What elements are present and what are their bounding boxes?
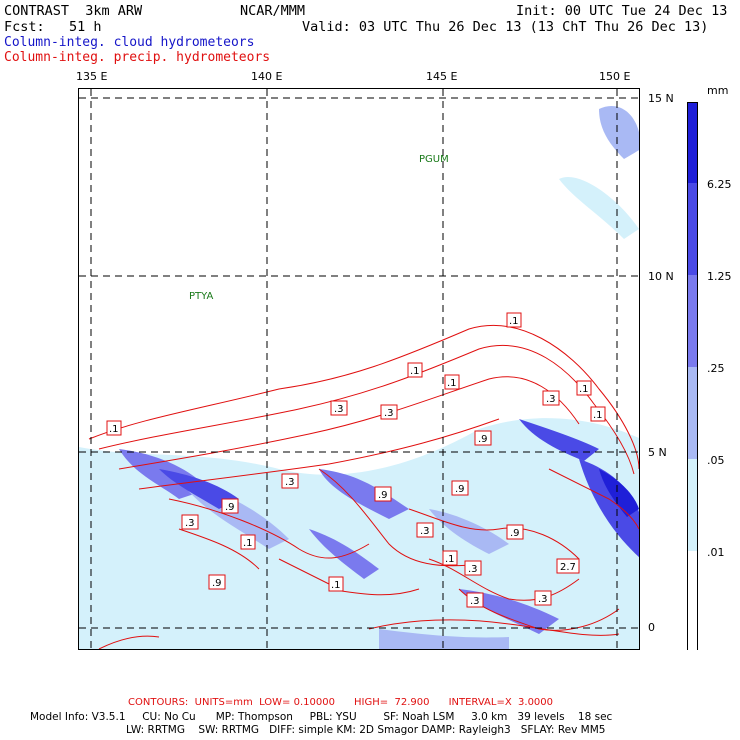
colorbar-label-6-25: 6.25 [707,178,732,191]
map-canvas: PGUM PTYA .1 .1 .1 .1 .1 .1 .3 .3 .3 .3 … [79,89,639,649]
contour-label: .3 [464,560,482,576]
contour-labels: .1 .1 .1 .1 .1 .1 .3 .3 .3 .3 .3 .9 .9 .… [106,312,606,608]
lat-label-0: 0 [648,621,655,634]
contour-label: .9 [221,498,239,514]
colorbar-unit: mm [707,84,729,97]
contour-label: .1 [444,374,460,390]
place-label-pgum: PGUM [419,154,449,165]
map-panel: PGUM PTYA .1 .1 .1 .1 .1 .1 .3 .3 .3 .3 … [78,88,640,650]
svg-text:.1: .1 [445,554,455,565]
lon-label-135: 135 E [76,70,108,83]
svg-text:.9: .9 [510,528,520,539]
svg-text:.3: .3 [285,477,295,488]
svg-text:.1: .1 [331,580,341,591]
colorbar-seg-3 [688,275,697,367]
contour-label: .1 [506,312,522,328]
place-label-ptya: PTYA [189,291,213,302]
svg-text:.3: .3 [384,408,394,419]
contour-label: .1 [590,406,606,422]
svg-text:.9: .9 [478,434,488,445]
svg-text:.9: .9 [212,578,222,589]
colorbar-seg-2 [688,183,697,275]
colorbar-label-0-01: .01 [707,546,725,559]
lon-label-145: 145 E [426,70,458,83]
contour-label: .1 [328,576,344,592]
contour-label: .9 [506,524,524,540]
field-cloud-label: Column-integ. cloud hydrometeors [4,35,255,50]
svg-text:.3: .3 [546,394,556,405]
svg-text:.9: .9 [225,502,235,513]
title-center: NCAR/MMM [240,3,306,19]
svg-text:.3: .3 [468,564,478,575]
svg-text:.3: .3 [334,404,344,415]
contour-label: .3 [542,390,560,406]
svg-text:.3: .3 [185,518,195,529]
model-info-line1: Model Info: V3.5.1 CU: No Cu MP: Thompso… [30,711,613,723]
colorbar-seg-5 [688,459,697,551]
contour-label: .1 [106,420,122,436]
contour-label: .9 [474,430,492,446]
init-time: Init: 00 UTC Tue 24 Dec 13 [516,3,728,19]
contour-info: CONTOURS: UNITS=mm LOW= 0.10000 HIGH= 72… [128,697,554,708]
svg-text:.3: .3 [420,526,430,537]
contour-label: .1 [240,534,256,550]
colorbar-seg-6 [688,551,697,651]
svg-text:.1: .1 [410,366,420,377]
valid-time: Valid: 03 UTC Thu 26 Dec 13 (13 ChT Thu … [302,19,709,35]
svg-text:.1: .1 [579,384,589,395]
svg-text:.1: .1 [593,410,603,421]
lat-label-10n: 10 N [648,270,674,283]
contour-label: .3 [466,592,484,608]
svg-text:.9: .9 [455,484,465,495]
contour-label: .1 [442,550,458,566]
contour-label: .3 [281,473,299,489]
model-info-line2: LW: RRTMG SW: RRTMG DIFF: simple KM: 2D … [126,724,606,736]
contour-label: .3 [330,400,348,416]
colorbar-seg-1 [688,103,697,183]
lat-label-5n: 5 N [648,446,667,459]
svg-text:.3: .3 [538,594,548,605]
svg-text:2.7: 2.7 [560,562,576,573]
colorbar-label-1-25: 1.25 [707,270,732,283]
svg-text:.1: .1 [109,424,119,435]
lon-label-150: 150 E [599,70,631,83]
contour-label: .9 [451,480,469,496]
svg-text:.1: .1 [509,316,519,327]
title-left: CONTRAST 3km ARW [4,3,143,19]
colorbar-seg-4 [688,367,697,459]
contour-label: .3 [380,404,398,420]
forecast-hour: Fcst: 51 h [4,19,102,35]
colorbar-label-0-05: .05 [707,454,725,467]
contour-label: .9 [208,574,226,590]
contour-label: .3 [181,514,199,530]
svg-text:.9: .9 [378,490,388,501]
cloud-shading [79,105,639,649]
lon-label-140: 140 E [251,70,283,83]
contour-label: .3 [534,590,552,606]
contour-label: 2.7 [556,558,580,574]
contour-label: .1 [407,362,423,378]
colorbar [687,102,698,651]
svg-text:.1: .1 [243,538,253,549]
precip-contours [88,324,639,649]
contour-label: .1 [576,380,592,396]
lat-label-15n: 15 N [648,92,674,105]
field-precip-label: Column-integ. precip. hydrometeors [4,50,271,65]
contour-label: .9 [374,486,392,502]
svg-text:.3: .3 [470,596,480,607]
svg-text:.1: .1 [447,378,457,389]
colorbar-label-0-25: .25 [707,362,725,375]
contour-label: .3 [416,522,434,538]
